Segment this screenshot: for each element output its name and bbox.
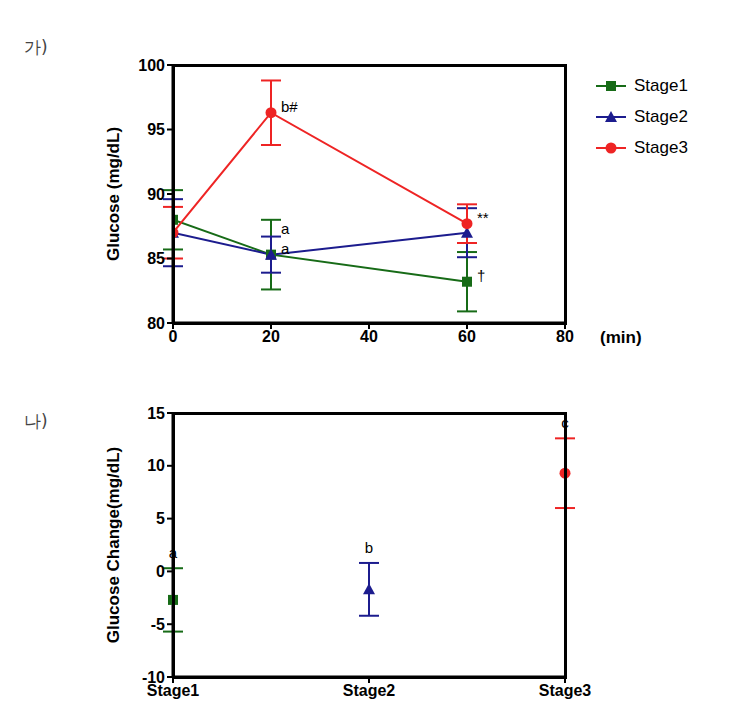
svg-text:(min): (min) [600,328,642,347]
svg-text:†: † [477,267,485,284]
svg-text:Stage3: Stage3 [539,682,592,699]
svg-text:5: 5 [156,510,165,527]
svg-text:40: 40 [360,328,378,345]
svg-text:90: 90 [147,186,165,203]
html-text:가): 가) [24,37,48,57]
svg-text:0: 0 [169,328,178,345]
html-text:나): 나) [24,411,48,431]
svg-text:a: a [281,220,290,237]
svg-text:15: 15 [147,405,165,422]
svg-text:10: 10 [147,457,165,474]
svg-text:Stage2: Stage2 [343,682,396,699]
svg-text:**: ** [477,209,489,226]
svg-text:100: 100 [138,57,165,74]
svg-text:95: 95 [147,121,165,138]
svg-text:Glucose (mg/dL): Glucose (mg/dL) [104,127,123,261]
svg-text:60: 60 [458,328,476,345]
svg-text:80: 80 [147,315,165,332]
svg-text:b#: b# [281,98,298,115]
html-text:Stage3: Stage3 [634,137,688,157]
svg-text:85: 85 [147,250,165,267]
svg-text:-10: -10 [142,669,165,686]
svg-text:20: 20 [262,328,280,345]
svg-text:b: b [365,539,373,556]
html-text:Stage2: Stage2 [634,106,688,126]
svg-text:-5: -5 [151,616,165,633]
svg-text:80: 80 [556,328,574,345]
svg-text:Glucose Change(mg/dL): Glucose Change(mg/dL) [104,447,123,643]
html-text:Stage1: Stage1 [634,75,688,95]
svg-text:0: 0 [156,563,165,580]
svg-text:Stage1: Stage1 [146,682,200,700]
svg-text:c: c [561,414,569,431]
svg-text:a: a [281,240,290,257]
svg-text:a: a [169,544,178,561]
